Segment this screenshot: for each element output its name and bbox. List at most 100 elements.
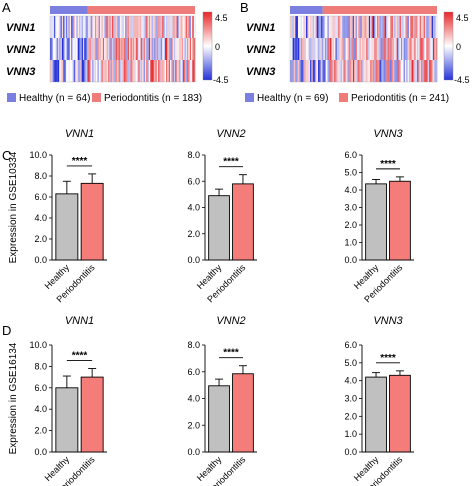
heatmap-cell (117, 16, 119, 38)
heatmap-cell (426, 16, 428, 38)
heatmap-cell (118, 38, 121, 60)
heatmap-cell (320, 60, 323, 82)
heatmap-cell (358, 60, 360, 82)
heatmap-cell (88, 38, 90, 60)
heatmap-cell (125, 60, 127, 82)
heatmap-cell (311, 16, 314, 38)
heatmap-cell (376, 16, 379, 38)
heatmap-cell (96, 16, 98, 38)
significance-label: **** (223, 348, 239, 359)
heatmap-cell (411, 38, 414, 60)
heatmap-cell (364, 16, 367, 38)
heatmap-cell (406, 38, 408, 60)
heatmap-cell (403, 16, 406, 38)
heatmap-cell (290, 60, 292, 82)
heatmap-cell (323, 38, 326, 60)
heatmap-cell (81, 60, 84, 82)
heatmap-cell (77, 38, 80, 60)
heatmap-cell (179, 60, 181, 82)
heatmap-cell (306, 60, 308, 82)
heatmap-cell (100, 60, 102, 82)
heatmap-cell (79, 60, 81, 82)
heatmap-cell (372, 38, 375, 60)
heatmap-cell (319, 60, 322, 82)
heatmap-cell (52, 16, 55, 38)
heatmap-cell (150, 16, 152, 38)
heatmap-cell (151, 38, 154, 60)
heatmap-cell (63, 60, 65, 82)
heatmap-cell (371, 60, 374, 82)
heatmap-cell (372, 60, 375, 82)
heatmap-cell (430, 16, 432, 38)
heatmap-cell (383, 16, 386, 38)
heatmap-cell (193, 60, 196, 82)
heatmap-cell (129, 60, 131, 82)
heatmap-cell (315, 60, 318, 82)
heatmap-cell (104, 60, 106, 82)
heatmap-cell (392, 16, 395, 38)
heatmap-cell (418, 38, 420, 60)
heatmap-cell (407, 38, 410, 60)
heatmap-cell (334, 38, 336, 60)
heatmap-cell (370, 38, 372, 60)
heatmap-cell (80, 60, 82, 82)
bar-healthy (208, 385, 230, 453)
heatmap-cell (428, 38, 431, 60)
heatmap-cell (379, 60, 382, 82)
heatmap-cell (291, 60, 293, 82)
heatmap-cell (57, 60, 60, 82)
heatmap-cell (71, 60, 73, 82)
heatmap-cell (422, 16, 424, 38)
heatmap-cell (108, 60, 110, 82)
bar-chart-C-VNN3: VNN30.01.02.03.04.05.06.0HealthyPeriodon… (344, 128, 414, 304)
heatmap-cell (143, 38, 146, 60)
heatmap-cell (148, 38, 151, 60)
heatmap-cell (126, 60, 129, 82)
heatmap-cell (335, 38, 338, 60)
heatmap-cell (73, 38, 76, 60)
heatmap-cell (96, 60, 98, 82)
heatmap-cell (362, 38, 364, 60)
heatmap-cell (158, 16, 160, 38)
heatmap-cell (368, 60, 371, 82)
heatmap-cell (344, 38, 347, 60)
heatmap-cell (94, 60, 97, 82)
heatmap-cell (330, 60, 332, 82)
heatmap-cell (330, 38, 332, 60)
heatmap-cell (394, 60, 396, 82)
heatmap-cell (380, 16, 383, 38)
heatmap-cell (73, 16, 76, 38)
heatmap-cell (64, 60, 67, 82)
heatmap-cell (100, 38, 102, 60)
heatmap-cell (308, 16, 311, 38)
heatmap-cell (426, 60, 428, 82)
y-tick-label: 2.0 (187, 420, 200, 430)
heatmap-cell (366, 16, 368, 38)
heatmap-cell (298, 16, 300, 38)
heatmap-cell (171, 16, 173, 38)
heatmap-cell (86, 16, 89, 38)
heatmap-cell (324, 60, 327, 82)
heatmap-cell (118, 16, 121, 38)
heatmap-cell (75, 60, 77, 82)
heatmap-cell (428, 16, 431, 38)
heatmap-cell (159, 38, 162, 60)
heatmap-cell (176, 16, 179, 38)
heatmap-cell (92, 60, 94, 82)
heatmap-cell (56, 16, 59, 38)
y-tick-label: 3.0 (344, 394, 357, 404)
heatmap-cell (399, 60, 402, 82)
heatmap-cell (302, 38, 304, 60)
heatmap-cell (343, 38, 346, 60)
y-tick-label: 6.0 (34, 383, 47, 393)
heatmap-cell (144, 38, 147, 60)
heatmap-cell (322, 60, 324, 82)
heatmap-cell (324, 16, 327, 38)
y-tick-label: 4.0 (344, 185, 357, 195)
y-tick-label: 2.0 (34, 426, 47, 436)
heatmap-cell (382, 38, 384, 60)
heatmap-cell (56, 60, 59, 82)
heatmap-cell (115, 16, 118, 38)
heatmap-cell (109, 38, 111, 60)
y-tick-label: 8.0 (187, 340, 200, 350)
